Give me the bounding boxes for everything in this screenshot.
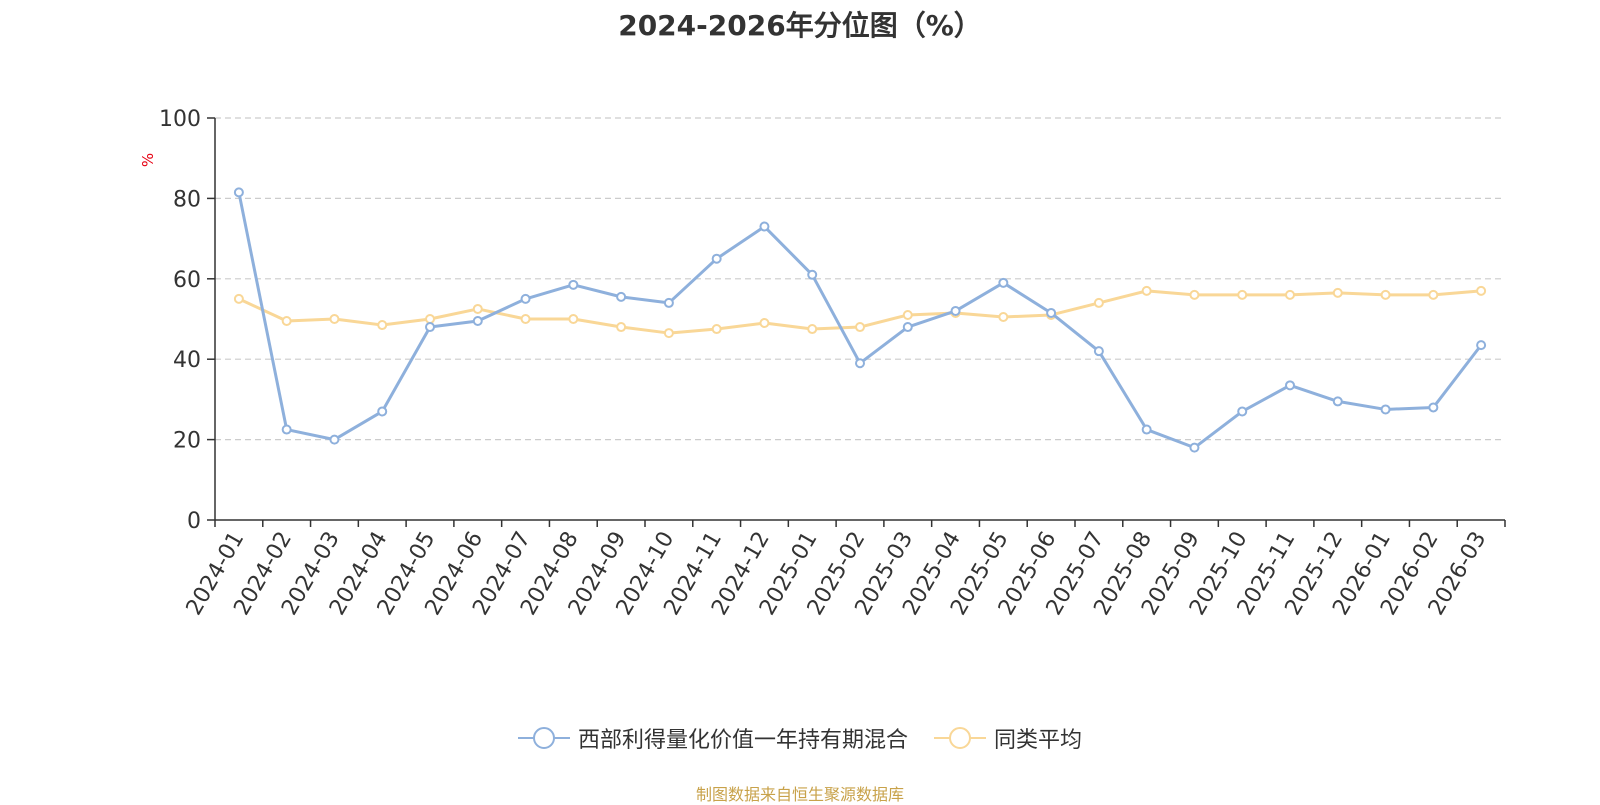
data-point-2025-09 — [1189, 289, 1200, 300]
data-point-2025-04 — [950, 305, 961, 316]
data-point-2024-12 — [759, 318, 770, 329]
data-point-2024-05 — [425, 314, 435, 324]
data-point-2024-10 — [663, 328, 674, 339]
data-point-2024-02 — [281, 316, 292, 327]
data-point-2025-06 — [1046, 307, 1057, 318]
legend-label-fund: 西部利得量化价值一年持有期混合 — [577, 728, 908, 753]
data-point-2024-06 — [472, 303, 483, 314]
data-point-2025-07 — [1093, 346, 1104, 357]
data-point-2026-02 — [1428, 402, 1439, 413]
data-point-2025-07 — [1093, 297, 1104, 308]
y-tick-label-20: 20 — [173, 429, 201, 454]
data-point-2024-01 — [233, 187, 244, 198]
data-point-2024-10 — [663, 297, 674, 308]
data-point-2024-08 — [568, 279, 579, 290]
data-point-2024-09 — [616, 322, 627, 333]
data-point-2025-03 — [902, 309, 913, 320]
data-point-2026-02 — [1428, 289, 1439, 300]
y-tick-label-0: 0 — [187, 509, 201, 534]
data-point-2024-06 — [472, 316, 483, 327]
data-point-2025-02 — [855, 322, 865, 333]
data-point-2024-11 — [711, 253, 722, 264]
data-point-2025-08 — [1141, 424, 1152, 435]
data-point-2026-03 — [1476, 285, 1487, 296]
legend-swatch-fund — [517, 726, 570, 750]
data-point-2025-09 — [1189, 442, 1200, 453]
y-tick-label-40: 40 — [173, 348, 201, 373]
y-tick-label-60: 60 — [173, 268, 201, 293]
legend-item-fund[interactable]: 西部利得量化价值一年持有期混合 — [517, 722, 908, 754]
data-point-2025-10 — [1237, 289, 1248, 300]
data-point-2025-02 — [855, 358, 865, 369]
data-point-2025-12 — [1332, 396, 1343, 407]
y-axis-ticks: 0 20 40 60 80 100 — [159, 107, 215, 534]
y-tick-label-80: 80 — [173, 187, 201, 212]
data-point-2025-10 — [1237, 406, 1248, 417]
data-point-2025-08 — [1141, 285, 1152, 296]
legend-label-peer-average: 同类平均 — [994, 728, 1083, 753]
data-point-2024-04 — [377, 320, 388, 331]
data-point-2024-03 — [329, 434, 340, 445]
data-point-2026-01 — [1380, 404, 1391, 415]
data-point-2024-03 — [329, 314, 340, 324]
data-point-2024-12 — [759, 221, 770, 232]
data-point-2024-07 — [520, 293, 531, 304]
data-point-2024-07 — [520, 314, 531, 324]
legend-swatch-peer-average — [934, 726, 986, 750]
x-axis-ticks: 2024-012024-022024-032024-042024-052024-… — [182, 520, 1506, 620]
legend: 西部利得量化价值一年持有期混合 同类平均 — [0, 722, 1600, 754]
data-point-2024-01 — [233, 293, 244, 304]
legend-item-peer-average[interactable]: 同类平均 — [934, 722, 1082, 754]
y-tick-label-100: 100 — [159, 107, 201, 132]
data-point-2024-02 — [281, 424, 292, 435]
chart-title: 2024-2026年分位图（%） — [618, 9, 982, 42]
data-point-2025-11 — [1285, 289, 1295, 300]
data-point-2025-03 — [902, 322, 913, 333]
data-point-2026-03 — [1476, 340, 1487, 351]
data-point-2024-04 — [377, 406, 388, 417]
axes — [214, 118, 1505, 521]
data-point-2025-12 — [1332, 287, 1343, 298]
data-point-2025-01 — [807, 324, 818, 335]
y-axis-label: % — [139, 153, 157, 167]
series-peer-average — [233, 285, 1487, 339]
data-point-2024-08 — [568, 314, 579, 324]
data-point-2025-11 — [1285, 380, 1295, 391]
data-point-2024-05 — [425, 322, 435, 333]
data-point-2024-11 — [711, 324, 722, 335]
series-layer — [233, 187, 1487, 453]
data-point-2025-05 — [998, 277, 1009, 288]
series-fund — [233, 187, 1487, 453]
data-point-2026-01 — [1380, 289, 1391, 300]
data-point-2025-01 — [807, 269, 818, 280]
data-source-note: 制图数据来自恒生聚源数据库 — [695, 785, 904, 804]
data-point-2025-05 — [998, 311, 1009, 322]
data-point-2024-09 — [616, 291, 627, 302]
